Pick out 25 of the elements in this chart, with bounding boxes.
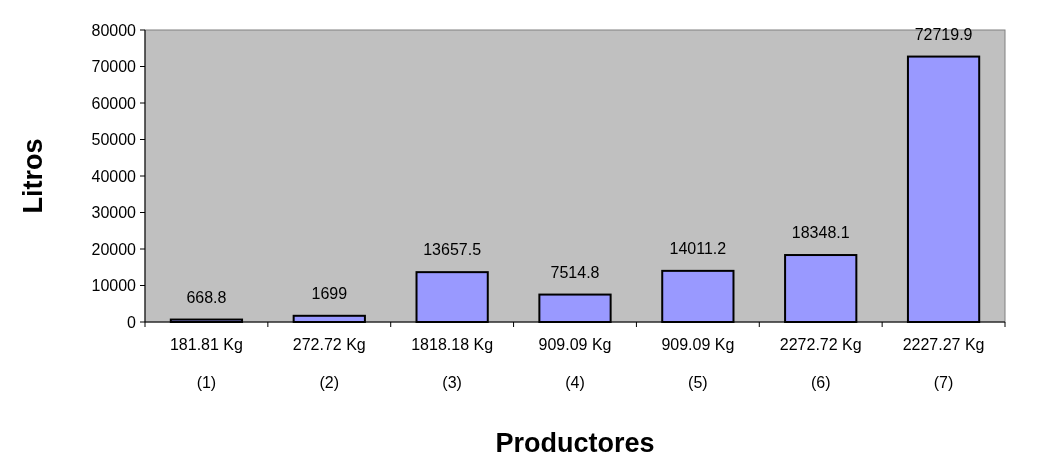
data-label: 13657.5 [423, 241, 482, 259]
y-tick-label: 20000 [91, 240, 137, 258]
category-label: 909.09 Kg (4) [538, 335, 612, 391]
category-label: 272.72 Kg (2) [292, 335, 366, 391]
data-label: 7514.8 [550, 263, 600, 281]
data-label: 18348.1 [791, 224, 850, 242]
category-label: 2227.27 Kg (7) [902, 335, 985, 391]
y-tick-label: 80000 [91, 21, 137, 39]
data-label: 72719.9 [914, 25, 973, 43]
data-label: 668.8 [186, 288, 227, 306]
y-tick-label: 50000 [91, 131, 137, 149]
category-label: 181.81 Kg (1) [169, 335, 243, 391]
y-tick-label: 70000 [91, 58, 137, 76]
y-tick-label: 40000 [91, 167, 137, 185]
category-label: 909.09 Kg (5) [661, 335, 735, 391]
y-axis-title: Litros [18, 138, 48, 214]
category-label: 2272.72 Kg (6) [779, 335, 862, 391]
y-tick-label: 60000 [91, 94, 137, 112]
y-tick-label: 0 [127, 313, 137, 331]
y-tick-label: 10000 [91, 277, 137, 295]
data-label: 14011.2 [669, 239, 727, 257]
y-tick-label: 30000 [91, 204, 137, 222]
category-label: 1818.18 Kg (3) [411, 335, 494, 391]
data-label: 1699 [311, 284, 348, 302]
x-axis-title: Productores [495, 428, 655, 458]
